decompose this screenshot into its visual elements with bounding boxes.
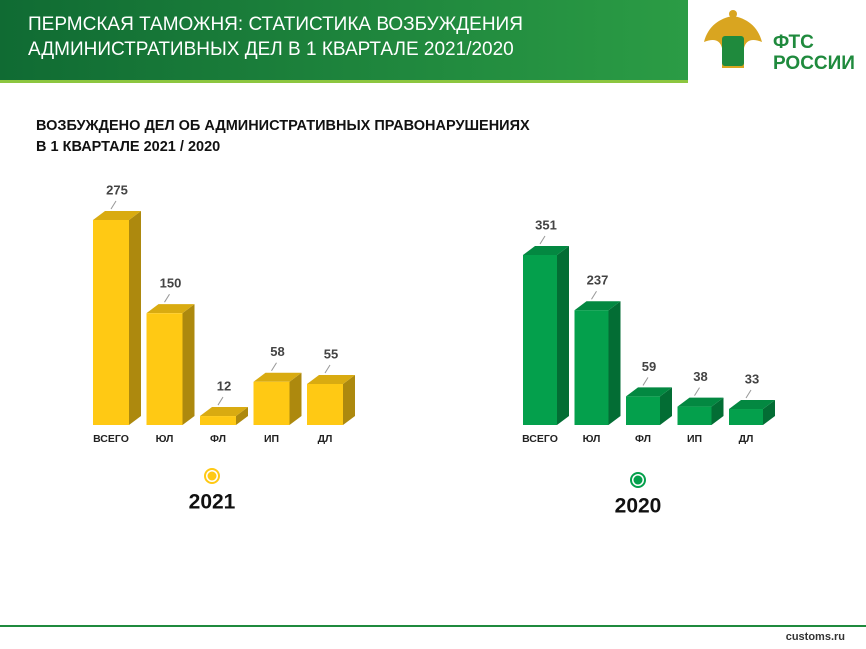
bar-side	[660, 387, 672, 425]
legend-marker	[633, 475, 643, 485]
header-title: АДМИНИСТРАТИВНЫХ ДЕЛ В 1 КВАРТАЛЕ 2021/2…	[28, 39, 514, 60]
bar-side	[763, 400, 775, 425]
label-leader	[539, 235, 546, 245]
bar-top	[574, 301, 621, 311]
label-leader	[745, 389, 752, 399]
x-tick-label: ЮЛ	[156, 433, 174, 445]
bar	[574, 310, 609, 425]
x-tick-label: ФЛ	[635, 433, 651, 445]
x-tick-label: ИП	[264, 433, 279, 445]
bar	[626, 396, 660, 425]
bar-side	[711, 397, 724, 425]
header-title: ПЕРМСКАЯ ТАМОЖНЯ: СТАТИСТИКА ВОЗБУЖДЕНИЯ	[28, 14, 523, 35]
label-leader	[271, 362, 277, 372]
header-band: ПЕРМСКАЯ ТАМОЖНЯ: СТАТИСТИКА ВОЗБУЖДЕНИЯ…	[0, 0, 688, 83]
bar	[200, 416, 236, 425]
logo-text: РОССИИ	[773, 53, 855, 74]
value-label: 275	[106, 182, 128, 197]
bar-top	[200, 407, 248, 417]
bar-top	[253, 372, 302, 382]
value-label: 150	[160, 276, 182, 291]
subtitle: В 1 КВАРТАЛЕ 2021 / 2020	[36, 139, 221, 155]
bar	[307, 384, 343, 425]
value-label: 237	[587, 273, 609, 288]
label-leader	[164, 293, 170, 303]
bar-side	[182, 304, 195, 425]
label-leader	[591, 290, 597, 300]
bar	[523, 255, 557, 425]
x-tick-label: ВСЕГО	[93, 433, 129, 445]
bar-top	[146, 304, 195, 314]
legend-label: 2020	[615, 495, 662, 518]
x-tick-label: ИП	[687, 433, 702, 445]
x-tick-label: ДЛ	[318, 433, 333, 445]
value-label: 58	[270, 344, 284, 359]
bar-top	[677, 397, 724, 407]
label-leader	[110, 200, 117, 210]
bar	[677, 406, 712, 425]
bar	[93, 220, 129, 425]
bar-side	[289, 372, 302, 425]
bar-side	[608, 301, 621, 425]
x-tick-label: ДЛ	[739, 433, 754, 445]
label-leader	[694, 387, 700, 396]
label-leader	[324, 364, 331, 374]
x-tick-label: ВСЕГО	[522, 433, 558, 445]
bar-top	[307, 375, 355, 384]
bar-side	[236, 407, 248, 425]
emblem	[704, 10, 762, 68]
label-leader	[642, 377, 649, 386]
bar-top	[729, 400, 775, 410]
legend-marker	[207, 471, 217, 481]
value-label: 33	[745, 371, 759, 386]
bar	[729, 409, 763, 425]
bar	[253, 381, 290, 425]
bar	[146, 313, 183, 425]
bar-top	[626, 387, 672, 397]
bar-side	[129, 211, 141, 425]
value-label: 38	[693, 369, 707, 384]
x-tick-label: ФЛ	[210, 433, 226, 445]
value-label: 55	[324, 346, 338, 361]
x-tick-label: ЮЛ	[583, 433, 601, 445]
bar-top	[523, 246, 569, 255]
bar-side	[343, 375, 355, 425]
value-label: 59	[642, 359, 656, 374]
bar-top	[93, 211, 141, 220]
bar-side	[557, 246, 569, 425]
value-label: 12	[217, 378, 231, 393]
label-leader	[217, 396, 224, 406]
legend-label: 2021	[189, 491, 236, 514]
value-label: 351	[535, 217, 557, 232]
footer-site: customs.ru	[786, 631, 845, 643]
subtitle: ВОЗБУЖДЕНО ДЕЛ ОБ АДМИНИСТРАТИВНЫХ ПРАВО…	[36, 118, 530, 134]
logo-text: ФТС	[773, 32, 814, 53]
